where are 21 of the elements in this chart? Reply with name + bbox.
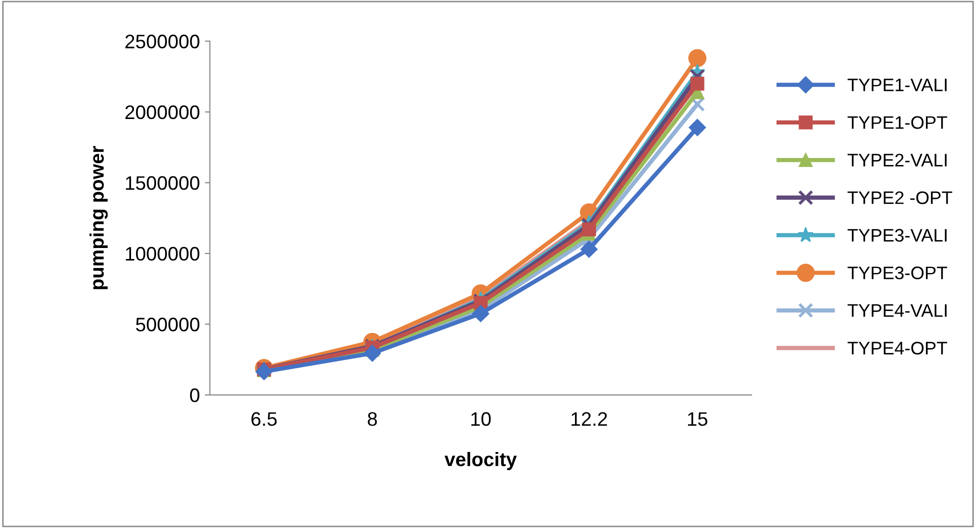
y-tick-label: 2000000 — [125, 105, 200, 120]
legend-label: TYPE1-OPT — [848, 116, 948, 129]
legend-label: TYPE1-VALI — [848, 78, 947, 92]
x-axis-title: velocity — [444, 452, 517, 470]
x-tick-label: 6.5 — [251, 412, 277, 426]
x-tick-label: 8 — [368, 412, 377, 426]
x-tick-label: 10 — [471, 412, 491, 426]
legend-label: TYPE4-VALI — [848, 304, 947, 317]
legend-label: TYPE2 -OPT — [848, 191, 952, 204]
y-tick-label: 1500000 — [126, 176, 200, 190]
y-tick-label: 500000 — [136, 318, 200, 332]
x-tick-label: 15 — [688, 412, 708, 426]
y-tick-label: 2500000 — [125, 34, 200, 48]
legend-label: TYPE3-OPT — [848, 266, 948, 280]
y-axis-title: pumping power — [90, 146, 108, 290]
y-tick-label: 1000000 — [126, 246, 200, 261]
legend-label: TYPE2-VALI — [848, 154, 947, 166]
x-tick-label: 12.2 — [572, 412, 607, 426]
legend-label: TYPE3-VALI — [848, 228, 947, 242]
y-tick-label: 0 — [190, 388, 200, 402]
legend-label: TYPE4-OPT — [848, 342, 948, 354]
